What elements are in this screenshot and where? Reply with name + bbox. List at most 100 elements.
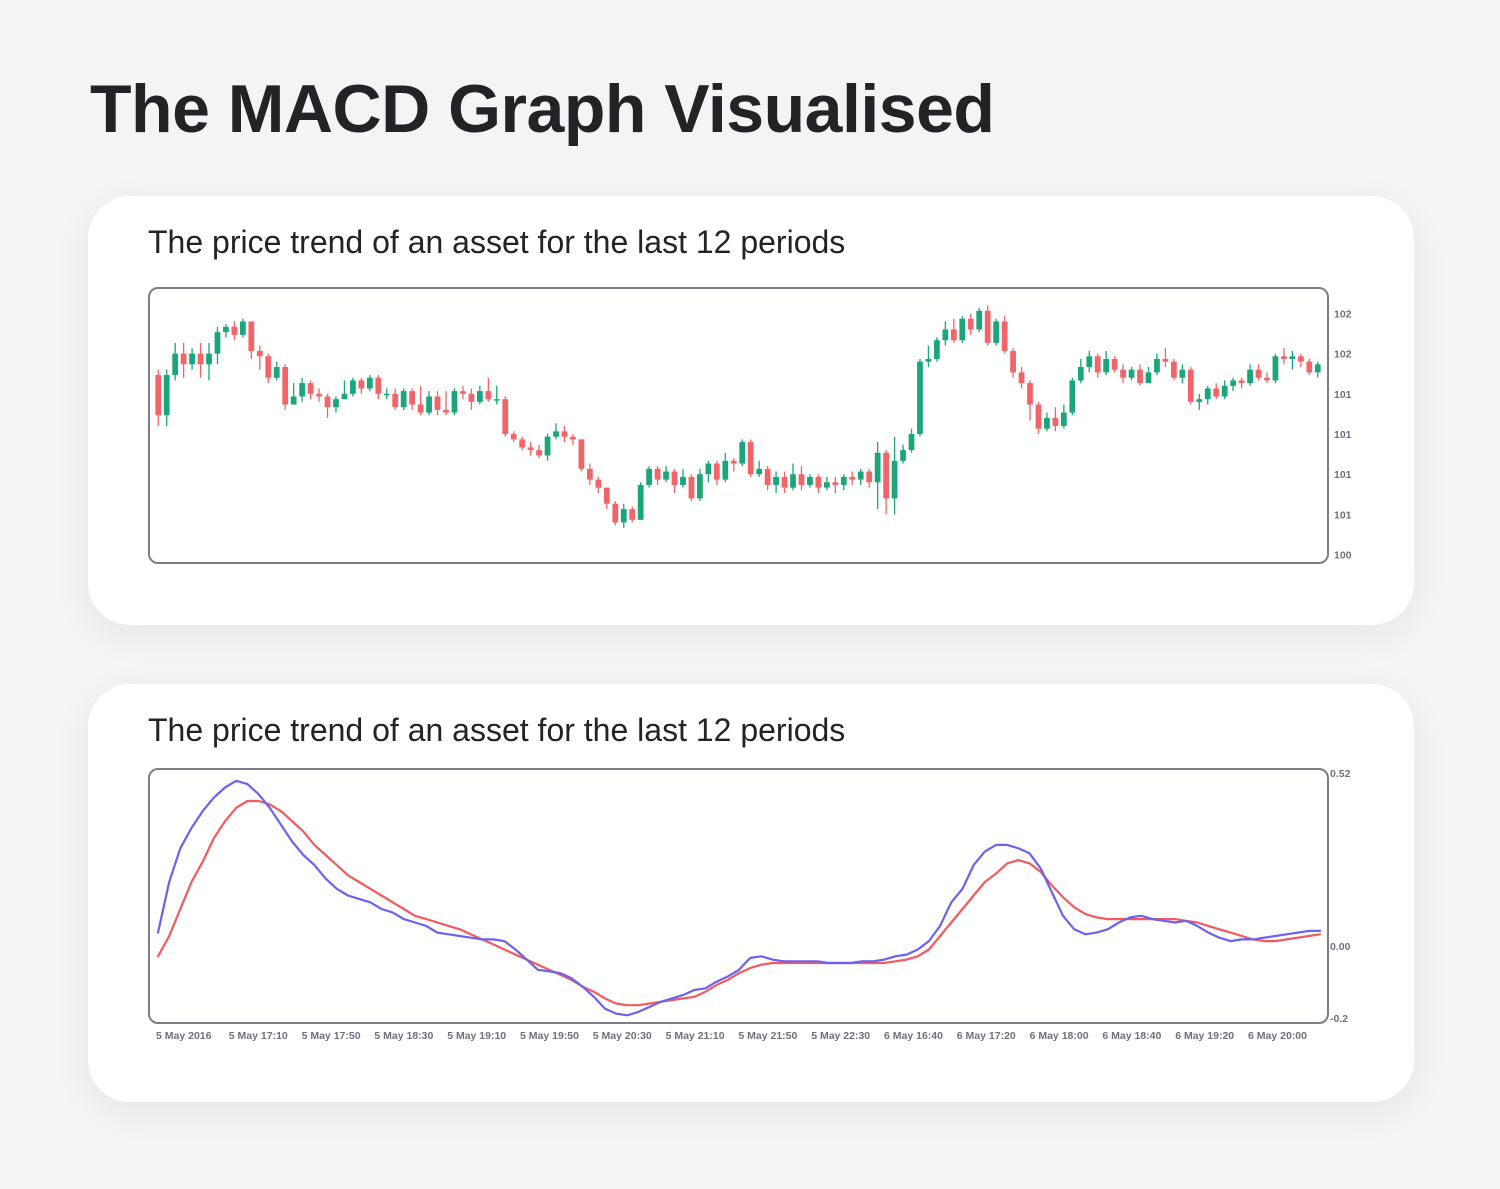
candle-down: [265, 356, 272, 378]
candle-down: [578, 439, 585, 469]
candle-up: [942, 329, 949, 341]
candle-down: [654, 468, 661, 480]
x-tick-label: 6 May 18:00: [1030, 1030, 1089, 1042]
candle-down: [527, 447, 534, 451]
candle-down: [1213, 388, 1220, 397]
x-tick-label: 5 May 2016: [156, 1030, 212, 1042]
candle-down: [1297, 356, 1304, 362]
candle-down: [832, 482, 839, 485]
candle-up: [1196, 399, 1203, 402]
candle-up: [637, 484, 644, 520]
candle-down: [713, 463, 720, 480]
candle-down: [561, 431, 568, 437]
x-tick-label: 6 May 19:20: [1175, 1030, 1234, 1042]
candle-down: [1035, 404, 1042, 429]
x-tick-label: 5 May 17:50: [302, 1030, 361, 1042]
candle-down: [883, 452, 889, 499]
candle-up: [705, 463, 712, 475]
candle-up: [544, 436, 551, 456]
candle-down: [316, 393, 322, 397]
candle-down: [1187, 369, 1194, 402]
candle-up: [1145, 372, 1152, 384]
candle-up: [1086, 356, 1093, 368]
candle-down: [1111, 358, 1118, 370]
candle-up: [1272, 356, 1279, 381]
x-tick-label: 5 May 19:10: [447, 1030, 506, 1042]
candle-up: [206, 353, 212, 365]
candle-down: [570, 436, 576, 440]
candle-down: [358, 380, 365, 389]
macd-line-chart: 0.520.00-0.2 5 May 2016 5 May 17:10 5 May …: [148, 768, 1351, 1042]
candle-down: [1264, 377, 1270, 381]
candle-up: [807, 476, 813, 485]
candle-down: [1255, 369, 1262, 378]
candle-up: [722, 460, 729, 480]
candle-up: [189, 353, 195, 365]
candle-down: [781, 476, 788, 488]
candle-down: [434, 396, 441, 410]
candle-up: [874, 452, 881, 483]
x-tick-label: 5 May 20:30: [593, 1030, 652, 1042]
y-tick-label: 101: [1334, 469, 1352, 481]
candle-down: [485, 391, 492, 400]
x-tick-label: 5 May 22:30: [811, 1030, 870, 1042]
candle-down: [155, 375, 162, 416]
candle-down: [950, 329, 957, 341]
candle-up: [1247, 369, 1253, 384]
candle-up: [239, 321, 246, 335]
candle-down: [671, 471, 678, 485]
candle-up: [756, 468, 763, 475]
x-tick-label: 5 May 19:50: [520, 1030, 579, 1042]
candle-down: [248, 321, 255, 351]
candle-down: [180, 353, 187, 365]
y-axis-ticks: 0.52 0.00 -0.2: [1330, 768, 1351, 1025]
candle-up: [383, 393, 390, 396]
candle-up: [1044, 417, 1050, 429]
candle-up: [857, 471, 864, 480]
x-axis-ticks: 5 May 2016 5 May 17:10 5 May 17:50 5 May 18…: [156, 1030, 1307, 1042]
candle-down: [849, 476, 856, 480]
price-chart-card: The price trend of an asset for the last…: [88, 196, 1414, 625]
candle-up: [1230, 380, 1237, 386]
candle-down: [1306, 361, 1313, 373]
candle-up: [341, 393, 348, 400]
candle-up: [1077, 367, 1084, 381]
candle-down: [866, 471, 873, 483]
candle-down: [256, 350, 263, 357]
y-axis-ticks: 102 102 101 101 101 101 100: [1334, 308, 1352, 561]
candle-up: [400, 391, 407, 408]
candle-up: [993, 321, 1000, 343]
candle-down: [798, 474, 805, 485]
x-tick-label: 5 May 18:30: [374, 1030, 433, 1042]
candle-up: [1128, 369, 1135, 378]
candle-up: [891, 460, 898, 499]
candle-down: [595, 479, 602, 488]
candle-up: [773, 476, 779, 485]
candle-up: [350, 380, 356, 394]
price-chart-title: The price trend of an asset for the last…: [148, 224, 846, 260]
candle-down: [468, 393, 475, 402]
candle-down: [1281, 356, 1287, 359]
x-tick-label: 6 May 17:20: [957, 1030, 1016, 1042]
chart-frame: [148, 287, 1329, 564]
candle-down: [764, 468, 771, 485]
candle-up: [934, 340, 940, 359]
candle-up: [1179, 369, 1186, 378]
candle-up: [1069, 380, 1076, 413]
candle-up: [663, 471, 669, 480]
candle-up: [553, 431, 559, 437]
macd-chart-card: The price trend of an asset for the last…: [88, 684, 1414, 1102]
candle-down: [629, 509, 636, 520]
candle-up: [908, 434, 915, 451]
candle-down: [1027, 383, 1033, 405]
x-tick-label: 5 May 21:50: [738, 1030, 797, 1042]
candle-down: [375, 377, 382, 394]
candle-up: [172, 353, 179, 376]
candle-up: [1221, 385, 1228, 397]
candle-up: [976, 310, 983, 330]
candle-down: [1010, 350, 1016, 373]
candle-up: [823, 482, 830, 488]
candle-up: [739, 442, 746, 464]
y-tick-label: 0.52: [1330, 768, 1351, 780]
candle-up: [476, 391, 483, 402]
